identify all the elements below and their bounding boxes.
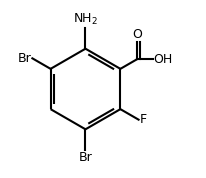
Text: Br: Br [18,52,32,65]
Text: OH: OH [154,53,173,66]
Text: Br: Br [79,151,92,164]
Text: F: F [139,113,147,126]
Text: NH$_2$: NH$_2$ [73,12,98,27]
Text: O: O [132,28,142,41]
